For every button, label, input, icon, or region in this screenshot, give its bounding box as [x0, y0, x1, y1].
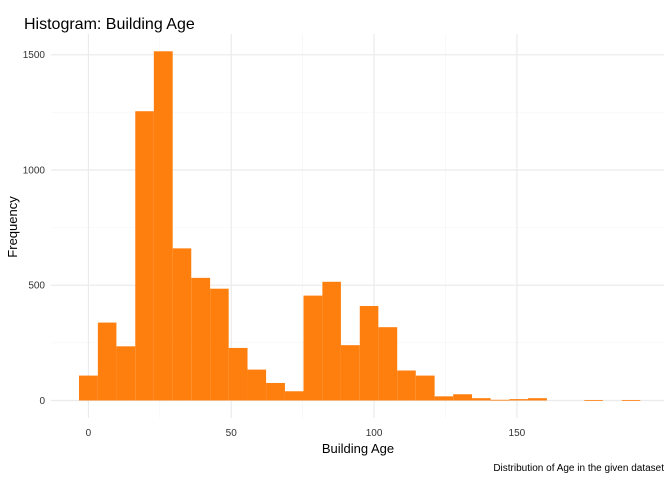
histogram-bar: [359, 305, 379, 401]
histogram-bar: [266, 382, 285, 401]
y-axis-title: Frequency: [5, 196, 20, 258]
x-tick-labels: 0 50 100 150: [86, 428, 526, 439]
histogram-bar: [472, 398, 491, 401]
histogram-bar: [303, 295, 323, 401]
histogram-bar: [528, 398, 547, 401]
histogram-bar: [584, 400, 603, 401]
x-tick-label: 150: [509, 428, 526, 439]
histogram-bar: [322, 281, 341, 401]
histogram-bar: [172, 248, 192, 401]
x-axis-title: Building Age: [322, 441, 394, 456]
y-tick-label: 0: [39, 396, 45, 407]
histogram-bar: [378, 327, 398, 401]
x-tick-label: 50: [226, 428, 238, 439]
y-tick-label: 500: [28, 281, 45, 292]
histogram-bar: [78, 375, 98, 401]
y-tick-label: 1000: [23, 165, 46, 176]
y-tick-label: 1500: [23, 50, 46, 61]
histogram-bar: [490, 399, 510, 401]
x-tick-label: 100: [366, 428, 383, 439]
histogram-bar: [228, 347, 248, 401]
histogram-bar: [453, 394, 473, 401]
y-tick-labels: 0 500 1000 1500: [23, 50, 46, 407]
histogram-bar: [210, 288, 229, 401]
histogram-bar: [116, 346, 136, 401]
histogram-bar: [415, 375, 435, 401]
histogram-bar: [621, 400, 641, 401]
histogram-bar: [340, 345, 360, 401]
x-tick-label: 0: [86, 428, 92, 439]
histogram-bar: [135, 111, 154, 401]
chart-caption: Distribution of Age in the given dataset: [493, 463, 664, 474]
chart-title: Histogram: Building Age: [24, 16, 195, 33]
histogram-bar: [284, 391, 304, 401]
histogram-bar: [397, 370, 416, 401]
histogram-bar: [97, 322, 117, 401]
histogram-bar: [153, 51, 173, 401]
histogram-bar: [509, 399, 529, 401]
histogram-bar: [434, 396, 454, 401]
histogram-bar: [191, 277, 211, 401]
histogram-bar: [247, 369, 267, 401]
bars-layer: [78, 51, 641, 401]
